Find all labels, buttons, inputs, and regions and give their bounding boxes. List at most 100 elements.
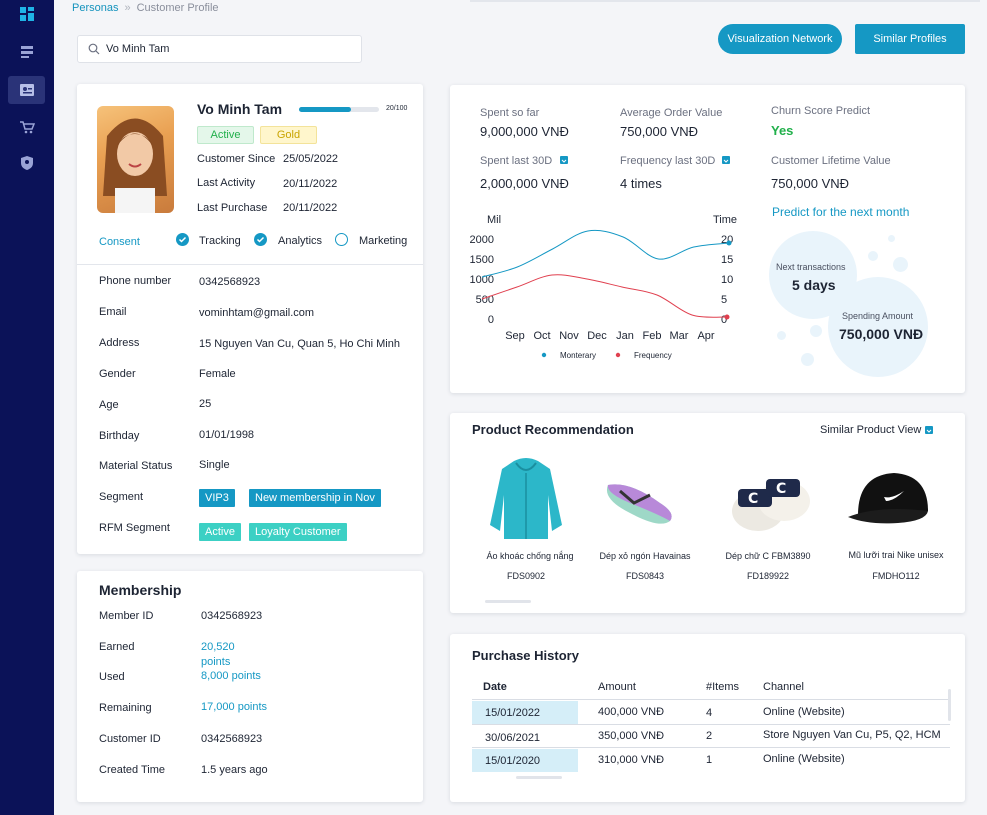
x-tick-label: Sep (505, 330, 525, 342)
status-badge: Active (197, 126, 254, 144)
next-transactions-value: 5 days (792, 277, 836, 293)
profile-progress-fill (299, 107, 351, 112)
product-recommendation-title: Product Recommendation (472, 422, 634, 437)
email-label: Email (99, 306, 127, 318)
spending-amount-value: 750,000 VNĐ (839, 326, 924, 342)
date-cell-highlight (472, 749, 578, 772)
analytics-checkbox[interactable] (254, 233, 267, 246)
column-header-channel[interactable]: Channel (763, 681, 804, 693)
x-tick-label: Jan (616, 330, 634, 342)
search-input[interactable] (106, 43, 346, 55)
legend-marker (541, 352, 547, 358)
rfm-segment-label: RFM Segment (99, 522, 170, 534)
spent-30d-dropdown-icon[interactable] (560, 156, 568, 164)
y-left-tick-label: 500 (476, 294, 494, 306)
table-horizontal-scrollbar[interactable] (516, 776, 562, 779)
product-code: FDS0902 (506, 571, 546, 581)
chart-y-right-label: Time (713, 214, 738, 226)
x-tick-label: Dec (587, 330, 607, 342)
material-status-label: Material Status (99, 460, 173, 472)
earned-unit: points (201, 656, 231, 668)
profile-card-icon[interactable] (17, 80, 37, 100)
row-divider (472, 724, 950, 725)
used-label: Used (99, 671, 125, 683)
x-tick-label: Apr (697, 330, 714, 342)
churn-label: Churn Score Predict (771, 105, 871, 117)
slide-sandal-icon[interactable]: C C (718, 455, 818, 545)
last-purchase-value: 20/11/2022 (283, 202, 338, 214)
check-icon (178, 236, 187, 243)
tracking-checkbox[interactable] (176, 233, 189, 246)
column-header-date[interactable]: Date (483, 681, 507, 693)
table-cell-amount: 310,000 VNĐ (598, 754, 665, 766)
membership-title: Membership (99, 582, 182, 598)
y-left-tick-label: 1500 (470, 254, 494, 266)
purchase-history-title: Purchase History (472, 648, 579, 663)
profile-progress-text: 20/100 (386, 105, 408, 112)
phone-label: Phone number (99, 275, 172, 287)
cart-icon[interactable] (17, 117, 37, 137)
cap-icon[interactable] (838, 455, 938, 545)
spent-so-far-value: 9,000,000 VNĐ (480, 124, 569, 139)
decor-dot (893, 257, 908, 272)
member-id-value: 0342568923 (201, 610, 263, 622)
x-tick-label: Mar (670, 330, 689, 342)
customer-since-label: Customer Since (197, 153, 276, 165)
chart-y-left-label: Mil (487, 214, 502, 226)
table-cell-amount: 400,000 VNĐ (598, 706, 665, 718)
freq-30d-label: Frequency last 30D (620, 155, 716, 167)
svg-text:C: C (776, 481, 786, 497)
legend-label: Frequency (634, 351, 672, 360)
last-activity-value: 20/11/2022 (283, 178, 338, 190)
y-right-tick-label: 15 (721, 254, 733, 266)
clv-value: 750,000 VNĐ (771, 176, 850, 191)
svg-text:C: C (748, 491, 758, 507)
date-cell-highlight (472, 701, 578, 724)
breadcrumb-current: Customer Profile (136, 2, 219, 14)
similar-product-dropdown-icon[interactable] (925, 426, 933, 434)
customer-id-label: Customer ID (99, 733, 161, 745)
spent-30d-value: 2,000,000 VNĐ (480, 176, 569, 191)
table-cell-date: 15/01/2020 (485, 755, 541, 767)
customer-name: Vo Minh Tam (197, 101, 283, 117)
dashboard-icon[interactable] (17, 4, 37, 24)
freq-30d-dropdown-icon[interactable] (722, 156, 730, 164)
list-icon[interactable] (17, 42, 37, 62)
search-box[interactable] (77, 35, 362, 63)
customer-since-value: 25/05/2022 (283, 153, 339, 165)
similar-product-view-link[interactable]: Similar Product View (820, 424, 922, 436)
earned-label: Earned (99, 641, 135, 653)
jacket-icon[interactable] (476, 455, 576, 545)
flip-flop-icon[interactable] (590, 455, 690, 545)
membership-card: Membership Member ID 0342568923 Earned 2… (77, 571, 423, 802)
product-name: Dép xỏ ngón Havainas (599, 551, 691, 561)
table-vertical-scrollbar[interactable] (948, 689, 951, 721)
clv-label: Customer Lifetime Value (771, 155, 891, 167)
avatar (97, 106, 174, 213)
shield-icon[interactable] (17, 153, 37, 173)
used-value: 8,000 points (201, 670, 261, 682)
last-activity-label: Last Activity (197, 177, 256, 189)
table-cell-channel: Store Nguyen Van Cu, P5, Q2, HCM (763, 729, 941, 741)
check-icon (256, 236, 265, 243)
marketing-checkbox[interactable] (335, 233, 348, 246)
breadcrumb-personas[interactable]: Personas (72, 2, 119, 14)
row-divider (472, 699, 950, 700)
table-cell-amount: 350,000 VNĐ (598, 730, 665, 742)
visualization-network-button[interactable]: Visualization Network (718, 24, 842, 54)
column-header-items[interactable]: #Items (706, 681, 740, 693)
product-name: Dép chữ C FBM3890 (725, 551, 811, 561)
email-value: vominhtam@gmail.com (199, 307, 315, 319)
y-left-tick-label: 1000 (470, 274, 494, 286)
product-name: Áo khoác chống nắng (486, 551, 574, 561)
column-header-amount[interactable]: Amount (598, 681, 636, 693)
table-cell-channel: Online (Website) (763, 753, 845, 765)
y-left-tick-label: 2000 (470, 234, 494, 246)
sidebar (0, 0, 54, 815)
carousel-scrollbar[interactable] (485, 600, 531, 603)
spending-bubble (828, 277, 928, 377)
x-tick-label: Nov (559, 330, 579, 342)
remaining-value: 17,000 points (201, 701, 268, 713)
similar-profiles-button[interactable]: Similar Profiles (855, 24, 965, 54)
